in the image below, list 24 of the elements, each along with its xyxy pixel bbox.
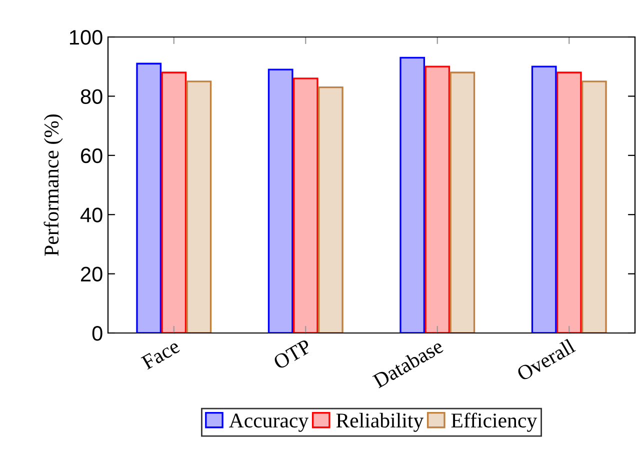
bar xyxy=(531,66,557,333)
bar xyxy=(318,86,344,333)
bar xyxy=(186,80,212,333)
bar xyxy=(268,68,294,333)
y-tick-label: 40 xyxy=(80,208,102,222)
y-tick-label: 0 xyxy=(92,326,102,341)
bar xyxy=(161,72,187,333)
x-tick-label: OTP xyxy=(272,338,312,370)
y-tick-label: 60 xyxy=(81,148,102,164)
bar xyxy=(400,56,426,333)
legend-label: Reliability xyxy=(336,412,424,432)
y-axis-title: Performance (%) xyxy=(44,114,63,256)
x-tick-label: Face xyxy=(140,338,181,370)
bar xyxy=(556,72,582,333)
y-tick-label: 80 xyxy=(80,89,102,104)
legend-label: Accuracy xyxy=(229,414,309,432)
bar xyxy=(450,72,476,333)
bar xyxy=(424,66,450,333)
y-tick-label: 20 xyxy=(81,266,102,282)
y-tick-label: 100 xyxy=(70,30,102,45)
bar xyxy=(136,62,162,333)
bar xyxy=(292,78,318,333)
bar xyxy=(581,80,607,333)
legend-label: Efficiency xyxy=(451,412,538,432)
